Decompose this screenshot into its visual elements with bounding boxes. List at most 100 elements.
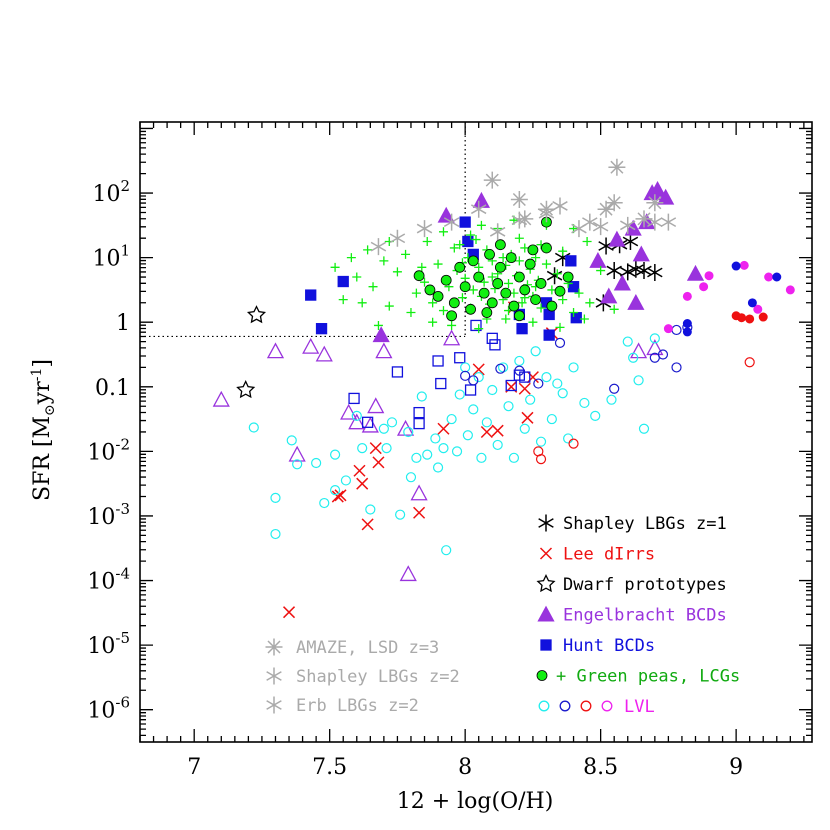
point-7-29: [460, 362, 471, 373]
point-10-54: [384, 301, 394, 311]
point-8-9: [671, 362, 682, 373]
series-9: [533, 357, 755, 465]
point-2-1: [236, 379, 256, 399]
point-7-32: [473, 372, 484, 383]
point-8-5: [554, 337, 566, 348]
series-11: [413, 216, 574, 322]
legend-left-label-2: Erb LBGs z=2: [296, 696, 419, 716]
point-7-54: [622, 336, 633, 347]
point-15-11: [592, 218, 609, 236]
series-5: [305, 216, 582, 341]
point-4-3: [315, 345, 333, 362]
point-7-26: [446, 413, 457, 425]
x-tick-label-1: 7.5: [312, 755, 347, 780]
series-14: [731, 311, 768, 324]
reference-lines: [140, 122, 466, 338]
point-10-59: [455, 240, 465, 250]
point-7-25: [441, 545, 452, 556]
point-0-5: [606, 262, 622, 280]
point-4-1: [266, 342, 285, 359]
point-11-24: [546, 300, 558, 312]
point-5-3: [459, 216, 471, 228]
series-2: [236, 305, 267, 399]
x-tick-label-4: 9: [729, 755, 743, 780]
x-axis-label: 12 + log(O/H): [397, 789, 554, 814]
point-7-18: [405, 472, 417, 483]
point-6-2: [391, 366, 404, 378]
point-7-24: [438, 443, 449, 454]
point-10-70: [528, 317, 538, 327]
point-4-13: [629, 342, 648, 359]
point-10-44: [574, 288, 584, 298]
point-0-6: [620, 263, 636, 281]
legend-marker-5: [536, 670, 548, 681]
point-7-19: [411, 452, 422, 463]
y-tick-label-2: 1: [116, 311, 130, 336]
point-3-13: [627, 293, 645, 310]
point-15-0: [370, 238, 387, 256]
point-13-4: [772, 272, 782, 282]
legend-left-label-0: AMAZE, LSD z=3: [296, 638, 439, 658]
point-0-4: [622, 232, 639, 250]
point-12-3: [704, 271, 714, 281]
legend-marker-2: [536, 574, 556, 593]
point-16-1: [510, 191, 528, 208]
point-16-5: [608, 158, 626, 176]
point-7-12: [365, 504, 376, 515]
point-7-2: [270, 528, 281, 540]
point-11-26: [562, 271, 574, 283]
point-7-49: [563, 433, 574, 444]
point-15-2: [416, 220, 433, 238]
point-4-7: [367, 397, 385, 414]
point-0-9: [647, 263, 663, 281]
point-11-6: [459, 281, 471, 293]
legend-left-marker-0: [265, 638, 283, 656]
point-11-12: [486, 297, 498, 309]
point-1-15: [521, 411, 534, 424]
point-7-35: [487, 384, 498, 396]
point-4-11: [410, 484, 428, 501]
point-10-48: [379, 256, 389, 266]
point-10-4: [438, 306, 448, 316]
point-7-21: [422, 449, 433, 460]
point-7-50: [568, 362, 579, 373]
point-10-72: [428, 317, 438, 327]
point-7-44: [535, 436, 547, 447]
legend-left-label-1: Shapley LBGs z=2: [296, 667, 460, 687]
point-5-4: [462, 235, 474, 248]
point-7-27: [451, 446, 463, 457]
point-10-75: [609, 304, 619, 314]
point-4-14: [646, 339, 664, 356]
point-4-6: [361, 416, 379, 433]
point-6-9: [486, 332, 498, 345]
point-6-3: [413, 406, 425, 419]
point-1-0: [283, 606, 296, 619]
point-16-7: [635, 210, 653, 228]
point-8-2: [495, 363, 506, 374]
point-14-1: [737, 313, 747, 323]
point-7-56: [633, 375, 644, 386]
axes: [139, 121, 813, 743]
series-8: [460, 322, 693, 394]
point-1-4: [356, 477, 369, 490]
point-7-7: [329, 449, 341, 460]
legend-left-marker-2: [266, 696, 282, 714]
point-15-3: [443, 213, 460, 231]
point-12-5: [753, 304, 763, 314]
point-6-10: [489, 339, 501, 351]
point-10-47: [392, 267, 402, 277]
legend-marker-0: [538, 514, 554, 532]
point-13-2: [731, 261, 741, 271]
point-4-10: [399, 565, 417, 582]
point-11-20: [524, 258, 536, 270]
series-3: [372, 180, 705, 343]
point-7-46: [546, 413, 557, 425]
point-10-13: [471, 235, 481, 245]
point-7-43: [530, 346, 541, 357]
point-7-47: [552, 378, 563, 389]
point-13-1: [682, 319, 692, 328]
point-10-65: [582, 236, 592, 246]
point-7-14: [381, 443, 392, 454]
point-12-6: [764, 272, 774, 282]
